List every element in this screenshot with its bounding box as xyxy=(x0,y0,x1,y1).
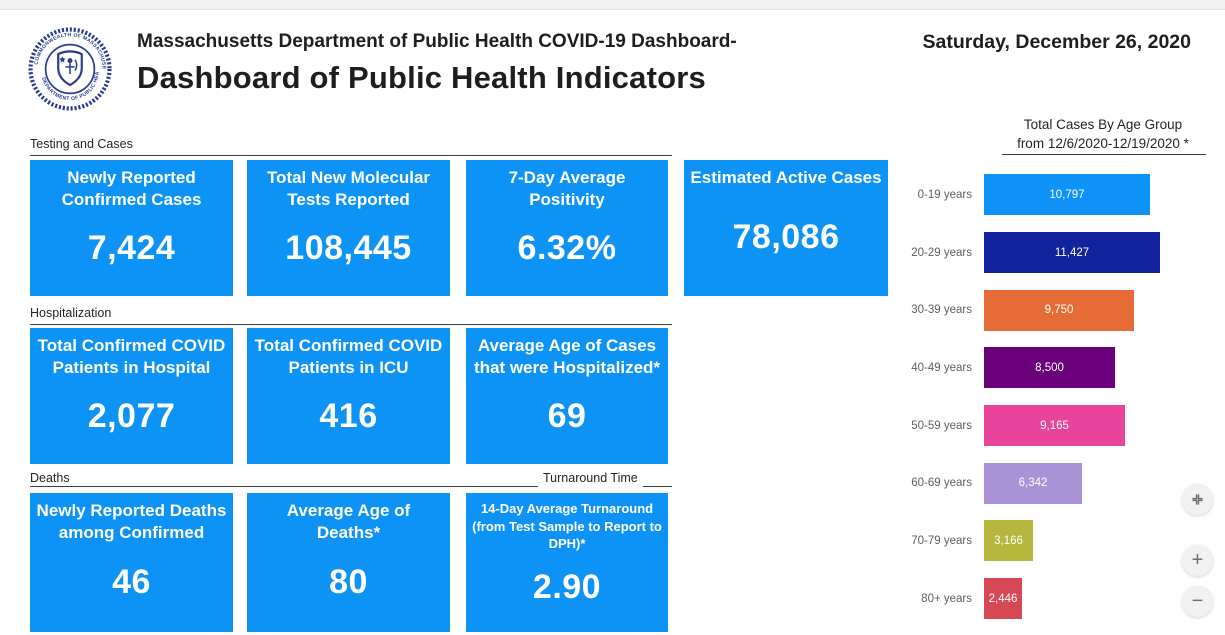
seal-icon: COMMONWEALTH OF MASSACHUSETTS DEPARTMENT… xyxy=(26,19,112,111)
axis-label: 50-59 years xyxy=(911,419,972,432)
bar-value-label: 9,750 xyxy=(1044,304,1074,317)
mass-dph-seal-logo: COMMONWEALTH OF MASSACHUSETTS DEPARTMENT… xyxy=(26,19,112,116)
card-title: Estimated Active Cases xyxy=(690,168,882,187)
report-date: Saturday, December 26, 2020 xyxy=(922,31,1191,53)
bar-value-label: 8,500 xyxy=(1035,361,1064,374)
zoom-in-button[interactable]: + xyxy=(1182,545,1213,576)
axis-label: 70-79 years xyxy=(911,534,972,547)
plus-icon: + xyxy=(1191,549,1204,571)
chart-title-line1: Total Cases By Age Group xyxy=(1023,117,1183,132)
bar-value-label: 10,797 xyxy=(1049,188,1085,201)
bar-row: 40-49 years 8,500 xyxy=(900,339,1212,397)
bar-50-59[interactable]: 9,165 xyxy=(984,405,1125,447)
card-newly-reported-confirmed-cases[interactable]: Newly Reported Confirmed Cases 7,424 xyxy=(30,160,233,296)
canvas-top-edge xyxy=(0,0,1225,10)
axis-label: 60-69 years xyxy=(911,477,972,490)
card-total-new-molecular-tests[interactable]: Total New Molecular Tests Reported 108,4… xyxy=(247,160,450,296)
page-title: Dashboard of Public Health Indicators xyxy=(137,60,706,95)
bar-value-label: 2,446 xyxy=(988,592,1018,605)
bar-row: 60-69 years 6,342 xyxy=(900,454,1212,512)
card-title: Average Age of Deaths* xyxy=(286,501,411,542)
axis-label: 20-29 years xyxy=(911,246,972,259)
chart-title-line2: from 12/6/2020-12/19/2020 * xyxy=(1017,135,1189,151)
bar-70-79[interactable]: 3,166 xyxy=(984,520,1033,562)
bar-value-label: 6,342 xyxy=(1018,477,1048,490)
age-group-bar-chart: 0-19 years 10,797 20-29 years 11,427 30-… xyxy=(900,166,1212,628)
bar-0-19[interactable]: 10,797 xyxy=(984,174,1150,216)
card-estimated-active-cases[interactable]: Estimated Active Cases 78,086 xyxy=(684,160,888,296)
card-value: 80 xyxy=(329,563,368,602)
minus-icon: − xyxy=(1191,590,1204,612)
bar-80-plus[interactable]: 2,446 xyxy=(984,578,1022,620)
card-average-age-hospitalized[interactable]: Average Age of Cases that were Hospitali… xyxy=(466,328,668,464)
section-rule-hospitalization xyxy=(30,324,672,325)
card-title: Newly Reported Confirmed Cases xyxy=(61,168,202,209)
card-value: 416 xyxy=(319,396,378,435)
card-title: Newly Reported Deaths among Confirmed xyxy=(36,501,227,542)
card-newly-reported-deaths[interactable]: Newly Reported Deaths among Confirmed 46 xyxy=(30,493,233,632)
section-label-testing-and-cases: Testing and Cases xyxy=(30,137,133,151)
section-rule-testing xyxy=(30,155,672,156)
section-label-hospitalization: Hospitalization xyxy=(30,306,112,320)
card-value: 2,077 xyxy=(87,396,176,435)
axis-label: 40-49 years xyxy=(911,361,972,374)
card-value: 69 xyxy=(547,396,587,435)
dashboard-title-line1: Massachusetts Department of Public Healt… xyxy=(137,31,737,52)
card-title: Total New Molecular Tests Reported xyxy=(266,168,431,209)
card-value: 7,424 xyxy=(87,228,176,267)
chart-title: Total Cases By Age Group from 12/6/2020-… xyxy=(998,116,1208,154)
card-value: 108,445 xyxy=(285,228,412,267)
bar-60-69[interactable]: 6,342 xyxy=(984,462,1082,504)
card-title: 7-Day Average Positivity xyxy=(508,168,626,209)
section-rule-deaths-turnaround xyxy=(30,486,672,487)
zoom-out-button[interactable]: − xyxy=(1182,586,1213,617)
axis-label: 30-39 years xyxy=(911,304,972,317)
bar-40-49[interactable]: 8,500 xyxy=(984,347,1115,389)
chart-title-rule xyxy=(1002,154,1206,155)
card-covid-patients-in-icu[interactable]: Total Confirmed COVID Patients in ICU 41… xyxy=(247,328,450,464)
section-label-turnaround-time: Turnaround Time xyxy=(538,471,643,488)
fit-to-screen-icon xyxy=(1192,494,1203,505)
bar-20-29[interactable]: 11,427 xyxy=(984,232,1160,274)
bar-value-label: 3,166 xyxy=(994,534,1023,547)
card-value: 2.90 xyxy=(532,567,602,606)
card-covid-patients-in-hospital[interactable]: Total Confirmed COVID Patients in Hospit… xyxy=(30,328,233,464)
card-value: 46 xyxy=(112,563,151,602)
bar-value-label: 11,427 xyxy=(1054,246,1090,259)
card-value: 6.32% xyxy=(517,228,617,267)
bar-row: 20-29 years 11,427 xyxy=(900,224,1212,282)
card-title: Average Age of Cases that were Hospitali… xyxy=(473,336,661,377)
bar-row: 30-39 years 9,750 xyxy=(900,281,1212,339)
card-title: Total Confirmed COVID Patients in ICU xyxy=(254,336,443,377)
fit-to-screen-button[interactable] xyxy=(1182,484,1213,515)
card-title: Total Confirmed COVID Patients in Hospit… xyxy=(37,336,226,377)
section-label-deaths: Deaths xyxy=(30,471,70,485)
card-average-age-of-deaths[interactable]: Average Age of Deaths* 80 xyxy=(247,493,450,632)
card-14-day-average-turnaround[interactable]: 14-Day Average Turnaround (from Test Sam… xyxy=(466,493,668,632)
card-value: 78,086 xyxy=(732,217,840,256)
bar-row: 80+ years 2,446 xyxy=(900,570,1212,628)
card-title: 14-Day Average Turnaround (from Test Sam… xyxy=(472,501,662,552)
bar-value-label: 9,165 xyxy=(1040,419,1069,432)
card-7-day-average-positivity[interactable]: 7-Day Average Positivity 6.32% xyxy=(466,160,668,296)
axis-label: 80+ years xyxy=(921,592,972,605)
bar-30-39[interactable]: 9,750 xyxy=(984,289,1134,331)
axis-label: 0-19 years xyxy=(917,188,972,201)
bar-row: 70-79 years 3,166 xyxy=(900,512,1212,570)
bar-row: 0-19 years 10,797 xyxy=(900,166,1212,224)
bar-row: 50-59 years 9,165 xyxy=(900,397,1212,455)
